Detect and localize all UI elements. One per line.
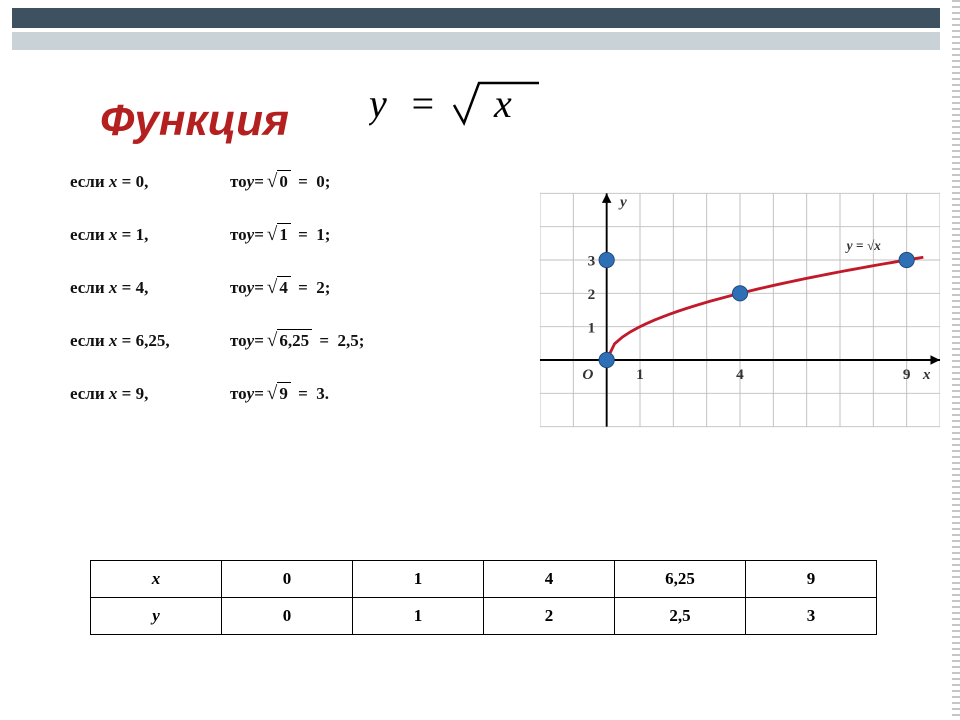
svg-text:y: y	[618, 194, 627, 211]
calc-then-part: то y = √9 = 3.	[230, 382, 329, 405]
calc-row: если x = 9,то y = √9 = 3.	[70, 382, 364, 405]
calc-then-part: то y = √6,25 = 2,5;	[230, 329, 364, 352]
top-bar-light	[12, 32, 940, 50]
calc-block: если x = 0,то y = √0 = 0;если x = 1,то y…	[70, 170, 364, 435]
svg-text:O: O	[582, 366, 593, 383]
table-cell: 1	[353, 561, 484, 598]
slide-title: Функция	[100, 96, 289, 146]
table-cell: 0	[222, 598, 353, 635]
calc-row: если x = 4,то y = √4 = 2;	[70, 276, 364, 299]
svg-text:x: x	[922, 366, 931, 383]
svg-text:1: 1	[588, 319, 596, 336]
table-cell: 0	[222, 561, 353, 598]
svg-text:y = √x: y = √x	[845, 238, 881, 253]
calc-if-part: если x = 9,	[70, 384, 230, 404]
slide-title-row: Функция y = x	[100, 75, 569, 146]
calc-row: если x = 1,то y = √1 = 1;	[70, 223, 364, 246]
formula-svg: y = x	[369, 75, 569, 135]
calc-if-part: если x = 6,25,	[70, 331, 230, 351]
calc-row: если x = 0,то y = √0 = 0;	[70, 170, 364, 193]
table-cell: 2,5	[615, 598, 746, 635]
calc-if-part: если x = 0,	[70, 172, 230, 192]
svg-text:=: =	[409, 81, 436, 126]
table-head-x: x	[91, 561, 222, 598]
table-cell: 1	[353, 598, 484, 635]
sqrt-graph: 1 4 9 1 2 3 x y Oy = √x	[540, 150, 940, 470]
table-row-x: x 0 1 4 6,25 9	[91, 561, 877, 598]
calc-then-part: то y = √4 = 2;	[230, 276, 330, 299]
value-table: x 0 1 4 6,25 9 y 0 1 2 2,5 3	[90, 560, 877, 635]
title-formula: y = x	[369, 75, 569, 145]
svg-text:9: 9	[903, 366, 911, 383]
right-decor	[952, 0, 960, 720]
svg-text:4: 4	[736, 366, 744, 383]
top-bar-dark	[12, 8, 940, 28]
calc-then-part: то y = √0 = 0;	[230, 170, 330, 193]
top-decor	[0, 0, 960, 60]
table-cell: 4	[484, 561, 615, 598]
calc-if-part: если x = 1,	[70, 225, 230, 245]
calc-row: если x = 6,25,то y = √6,25 = 2,5;	[70, 329, 364, 352]
svg-text:y: y	[369, 81, 387, 126]
calc-if-part: если x = 4,	[70, 278, 230, 298]
table-head-y: y	[91, 598, 222, 635]
svg-text:2: 2	[588, 286, 596, 303]
svg-text:3: 3	[588, 253, 596, 270]
table-cell: 6,25	[615, 561, 746, 598]
table-row-y: y 0 1 2 2,5 3	[91, 598, 877, 635]
table-cell: 3	[746, 598, 877, 635]
table-cell: 9	[746, 561, 877, 598]
table-cell: 2	[484, 598, 615, 635]
svg-text:x: x	[493, 81, 512, 126]
svg-text:1: 1	[636, 366, 644, 383]
calc-then-part: то y = √1 = 1;	[230, 223, 330, 246]
